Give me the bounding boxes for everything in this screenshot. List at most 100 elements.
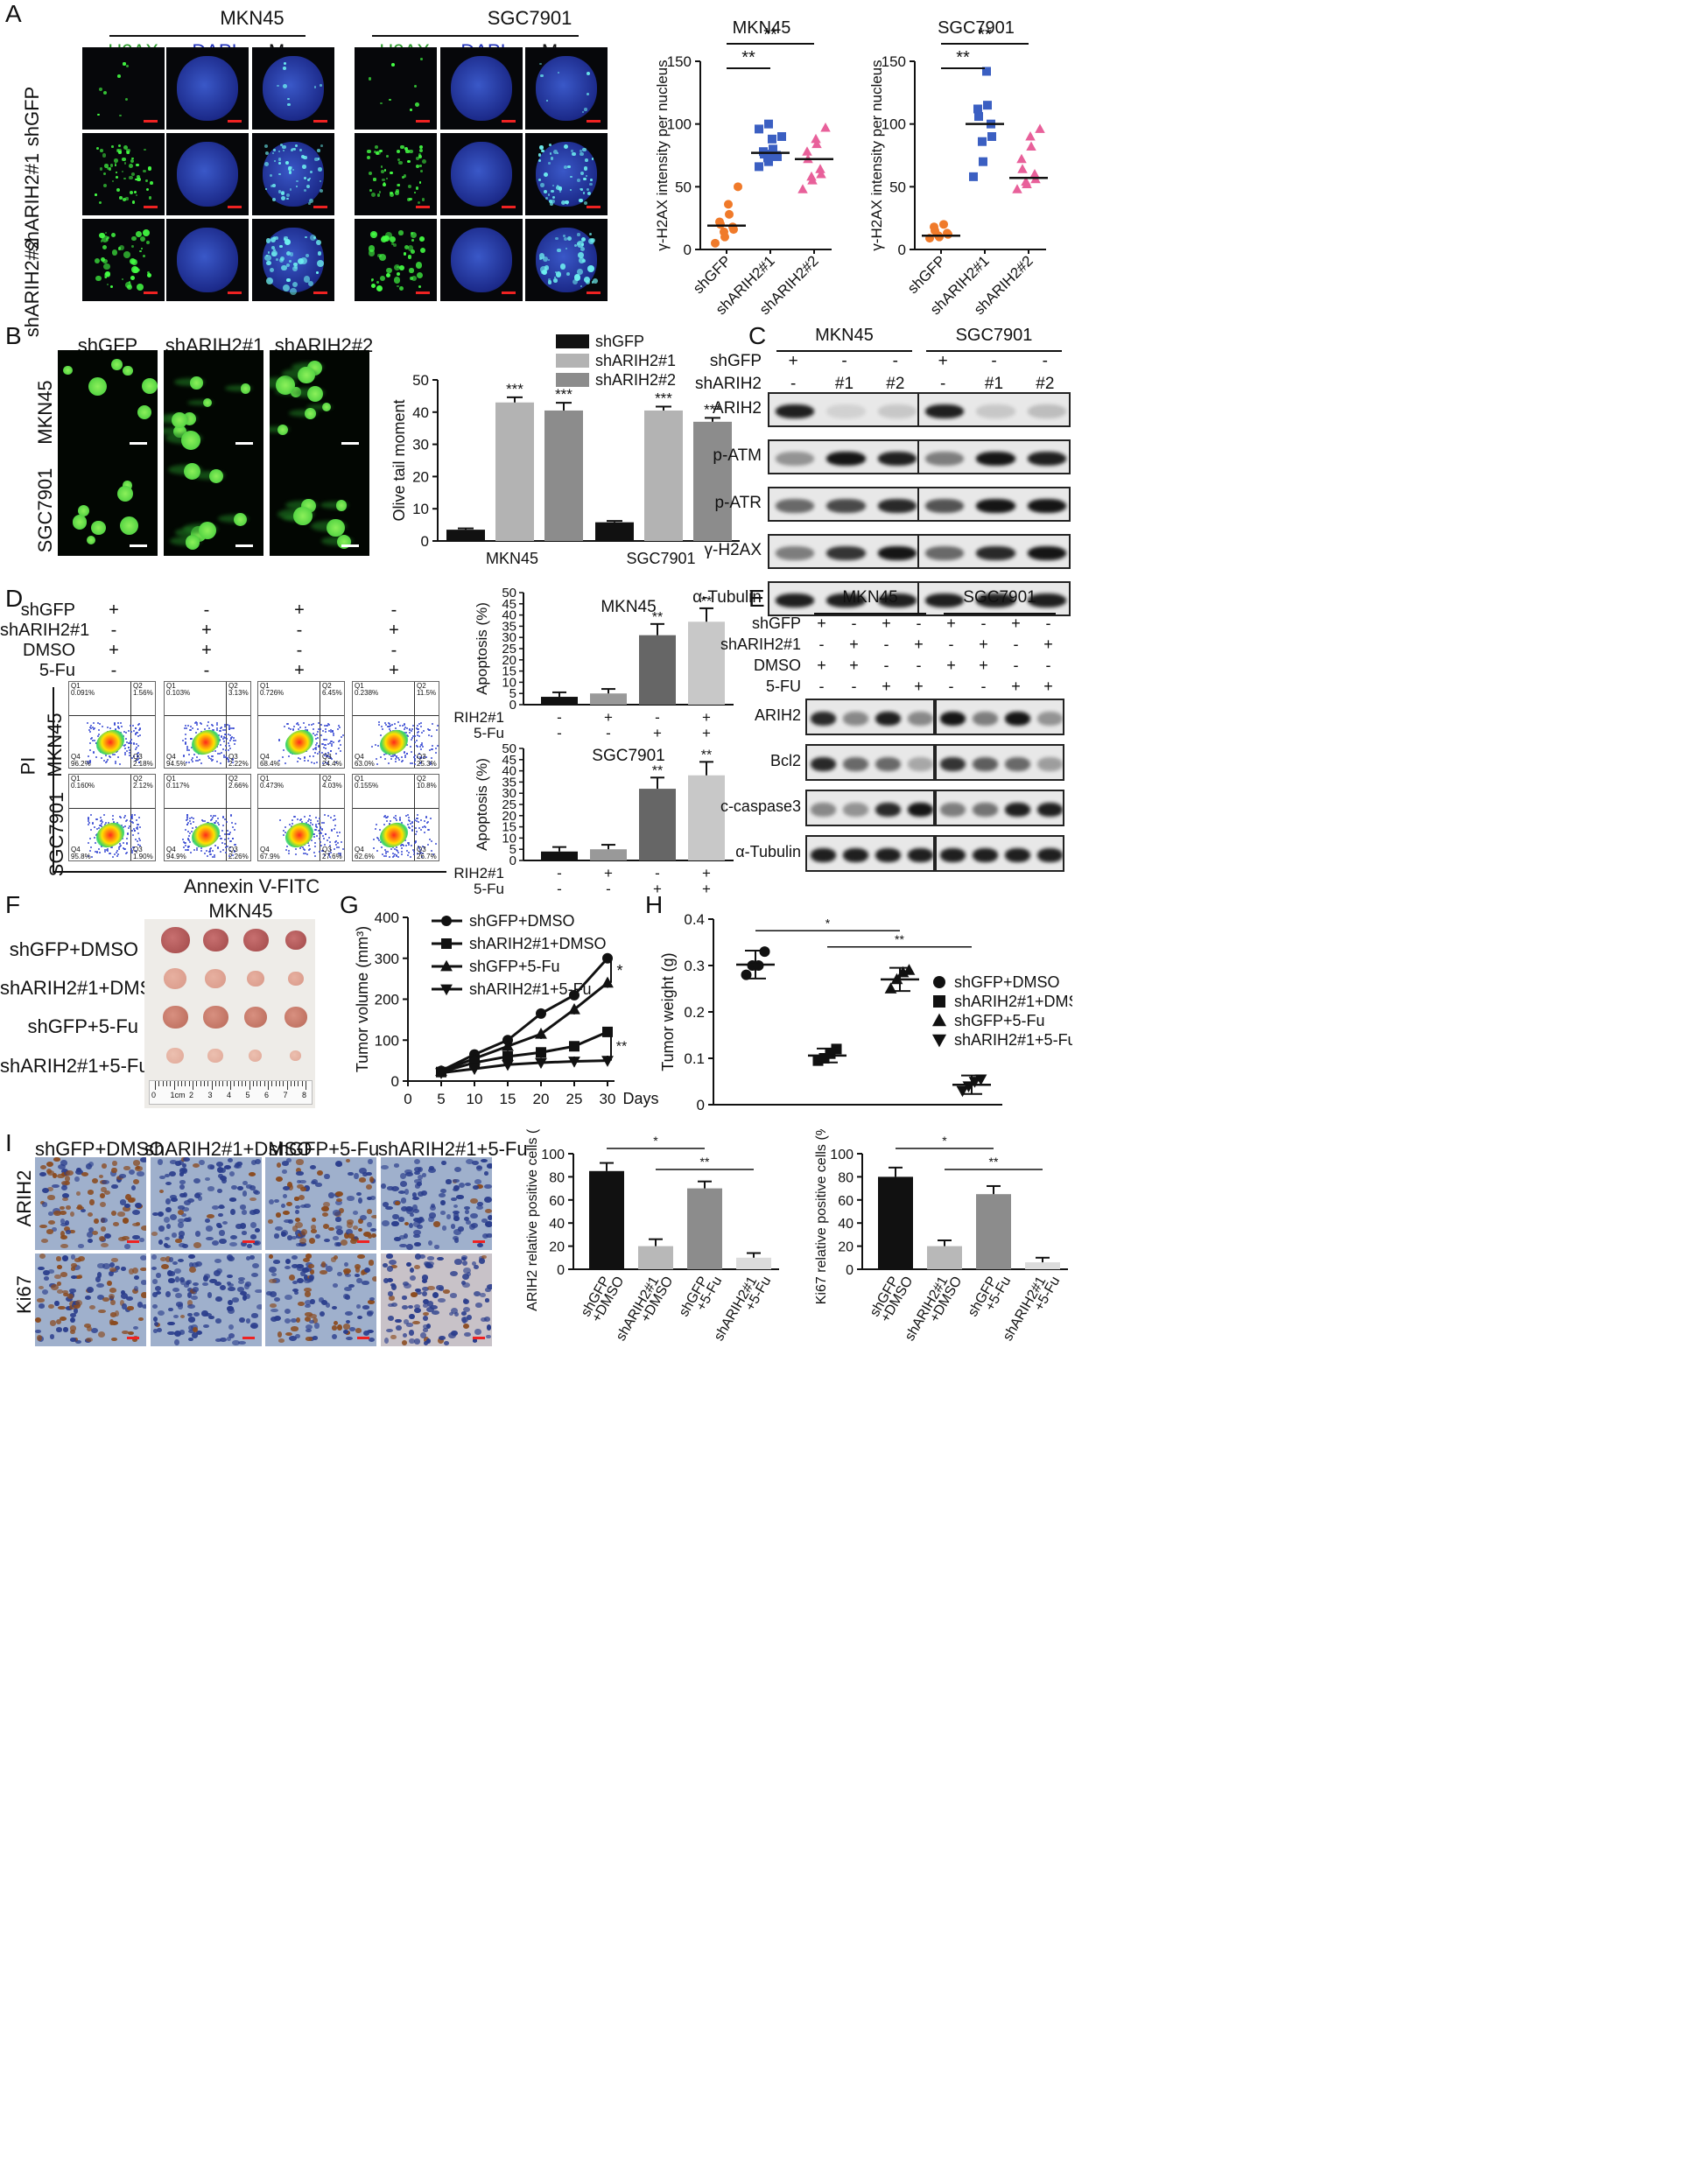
event-dot [89, 748, 92, 751]
cell-nucleus [167, 1331, 176, 1336]
event-dot [233, 727, 235, 729]
tumor [164, 968, 187, 989]
condition-value: - [841, 352, 847, 370]
cell-nucleus [56, 1256, 61, 1261]
event-dot [341, 848, 344, 851]
event-dot [214, 820, 217, 823]
scale-bar [473, 1240, 485, 1243]
event-dot [400, 850, 403, 853]
sig-label: ** [989, 1155, 999, 1169]
foci [139, 249, 142, 253]
foci [419, 247, 425, 253]
foci [579, 187, 581, 190]
quadrant-label: Q4 [166, 753, 176, 761]
event-dot [109, 755, 111, 757]
y-tick-label: 20 [838, 1240, 854, 1255]
cell-nucleus [70, 1262, 77, 1268]
event-dot [426, 844, 429, 846]
quadrant-value: 0.155% [355, 782, 379, 790]
event-dot [186, 727, 188, 729]
event-dot [297, 727, 299, 730]
cell-nucleus [308, 1238, 316, 1244]
ihc-image [381, 1254, 492, 1346]
foci [277, 84, 279, 88]
event-dot [394, 815, 397, 818]
event-dot [401, 853, 404, 856]
cell-nucleus [480, 1158, 488, 1163]
cell-nucleus [474, 1265, 479, 1270]
sig-label: *** [506, 381, 523, 397]
event-dot [324, 744, 327, 747]
cell-nucleus [206, 1236, 214, 1241]
band [925, 593, 965, 607]
cell-nucleus [174, 1268, 182, 1275]
event-dot [189, 841, 192, 844]
event-dot [186, 818, 188, 820]
foci [390, 171, 393, 175]
event-dot [415, 833, 418, 836]
event-dot [132, 846, 135, 848]
ruler-tick [200, 1081, 201, 1086]
ruler-tick [158, 1081, 160, 1086]
foci [380, 102, 383, 105]
cell-nucleus [477, 1202, 484, 1207]
event-dot [211, 817, 214, 819]
foci [123, 250, 131, 258]
comet-image [164, 350, 263, 453]
quadrant-value: 27.6% [322, 853, 342, 860]
cell-nucleus [391, 1220, 399, 1227]
flow-plot: Q1 0.091% Q2 1.56% Q4 96.2% Q3 2.18% [68, 681, 156, 769]
event-dot [137, 843, 140, 846]
event-dot [114, 754, 116, 756]
row-label: ARIH2 [13, 1169, 35, 1227]
foci [567, 236, 573, 242]
event-dot [89, 762, 92, 764]
ruler-tick [268, 1081, 269, 1090]
cell-nucleus [277, 1331, 282, 1338]
cell-nucleus [408, 1313, 415, 1320]
cell-nucleus [412, 1192, 418, 1197]
band [940, 847, 966, 863]
event-dot [186, 831, 189, 833]
cell-nucleus [346, 1336, 354, 1341]
cell-nucleus [109, 1320, 118, 1325]
cell-nucleus [92, 1178, 98, 1183]
foci [579, 198, 583, 202]
event-dot [413, 760, 416, 762]
condition-value: - [916, 657, 922, 674]
x-tick-label: MKN45 [486, 550, 538, 567]
event-dot [123, 744, 126, 747]
cell-nucleus [55, 1327, 63, 1332]
cell-nucleus [432, 1221, 441, 1227]
event-dot [112, 754, 115, 756]
event-dot [416, 731, 418, 734]
band [976, 452, 1015, 466]
event-dot [314, 752, 317, 755]
event-dot [334, 828, 336, 830]
event-dot [192, 727, 194, 730]
cell-nucleus [173, 1314, 179, 1318]
foci [589, 182, 593, 186]
ruler-tick [237, 1081, 239, 1086]
event-dot [182, 846, 185, 849]
cell-nucleus [160, 1257, 166, 1261]
foci [404, 244, 410, 249]
cell-nucleus [37, 1266, 45, 1271]
cell-nucleus [152, 1303, 158, 1309]
cell-nucleus [208, 1279, 217, 1284]
foci [379, 276, 385, 282]
cell-nucleus [421, 1274, 429, 1281]
cell-nucleus [466, 1271, 472, 1277]
quadrant-value: 0.160% [71, 782, 95, 790]
event-dot [404, 726, 406, 728]
condition-value: - [557, 881, 562, 895]
y-tick-label: 50 [889, 179, 906, 195]
foci [415, 186, 419, 190]
tumor-row-label: shARIH2#1+DMSO [0, 977, 168, 999]
cell-nucleus [281, 1161, 290, 1166]
foci [110, 233, 116, 238]
foci [117, 148, 122, 153]
cell-nucleus [297, 1267, 305, 1271]
band [826, 499, 866, 513]
